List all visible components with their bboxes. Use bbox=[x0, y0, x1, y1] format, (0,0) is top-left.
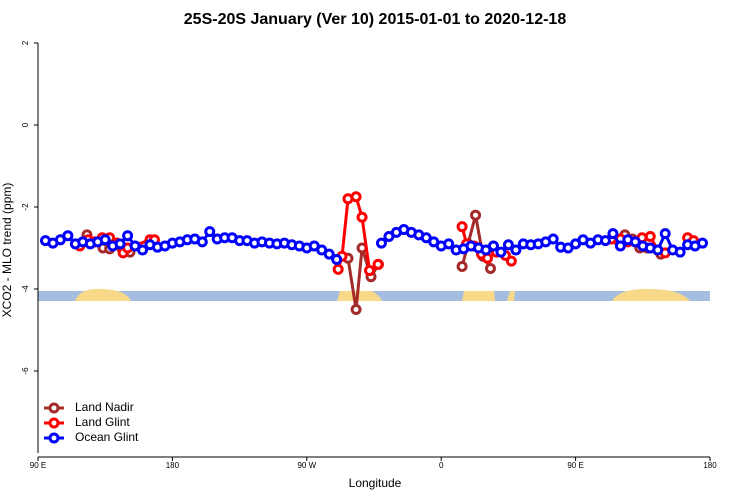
data-point bbox=[196, 236, 208, 248]
data-point bbox=[137, 244, 149, 256]
data-point bbox=[372, 258, 384, 270]
land-patch bbox=[75, 288, 131, 301]
x-tick-label: 0 bbox=[439, 461, 444, 470]
data-point bbox=[323, 248, 335, 260]
land-patch bbox=[337, 291, 382, 301]
data-point bbox=[607, 228, 619, 240]
data-point bbox=[356, 211, 368, 223]
data-point bbox=[350, 191, 362, 203]
land-patch bbox=[462, 291, 495, 301]
y-axis-label: XCO2 - MLO trend (ppm) bbox=[0, 183, 14, 318]
data-point bbox=[652, 244, 664, 256]
legend-label: Land Nadir bbox=[75, 400, 134, 414]
data-point bbox=[659, 228, 671, 240]
y-tick-label: -6 bbox=[21, 367, 30, 375]
data-point bbox=[443, 238, 455, 250]
y-tick-label: -4 bbox=[21, 285, 30, 293]
legend-label: Land Glint bbox=[75, 415, 130, 429]
x-tick-label: 180 bbox=[166, 461, 180, 470]
land-patch bbox=[507, 291, 515, 301]
data-point bbox=[547, 233, 559, 245]
x-tick-label: 180 bbox=[703, 461, 717, 470]
y-tick-label: 2 bbox=[21, 40, 30, 45]
data-point bbox=[502, 239, 514, 251]
data-point bbox=[375, 237, 387, 249]
x-axis-label: Longitude bbox=[349, 476, 402, 490]
legend-marker bbox=[48, 432, 60, 444]
y-tick-label: -2 bbox=[21, 203, 30, 211]
data-point bbox=[456, 221, 468, 233]
land-patch bbox=[612, 288, 690, 301]
data-point bbox=[332, 263, 344, 275]
data-point bbox=[614, 240, 626, 252]
data-point bbox=[122, 230, 134, 242]
x-tick-label: 90 E bbox=[30, 461, 46, 470]
data-point bbox=[62, 230, 74, 242]
x-tick-label: 90 E bbox=[567, 461, 583, 470]
legend-marker bbox=[48, 417, 60, 429]
x-tick-label: 90 W bbox=[297, 461, 316, 470]
y-tick-label: 0 bbox=[21, 122, 30, 127]
data-point bbox=[495, 246, 507, 258]
data-point bbox=[331, 253, 343, 265]
data-point bbox=[99, 234, 111, 246]
data-point bbox=[481, 252, 493, 264]
data-point bbox=[470, 209, 482, 221]
data-point bbox=[204, 226, 216, 238]
data-point bbox=[505, 255, 517, 267]
data-point bbox=[456, 260, 468, 272]
legend-marker bbox=[48, 402, 60, 414]
data-point bbox=[114, 238, 126, 250]
data-point bbox=[674, 246, 686, 258]
data-point bbox=[484, 263, 496, 274]
data-point bbox=[697, 237, 709, 249]
data-point bbox=[599, 235, 611, 247]
data-point bbox=[350, 304, 362, 315]
map-strip bbox=[38, 288, 710, 301]
data-point bbox=[510, 244, 522, 256]
data-point bbox=[364, 265, 376, 277]
legend-label: Ocean Glint bbox=[75, 430, 139, 444]
data-point bbox=[644, 231, 656, 243]
data-point bbox=[487, 240, 499, 252]
chart-title: 25S-20S January (Ver 10) 2015-01-01 to 2… bbox=[184, 11, 567, 28]
